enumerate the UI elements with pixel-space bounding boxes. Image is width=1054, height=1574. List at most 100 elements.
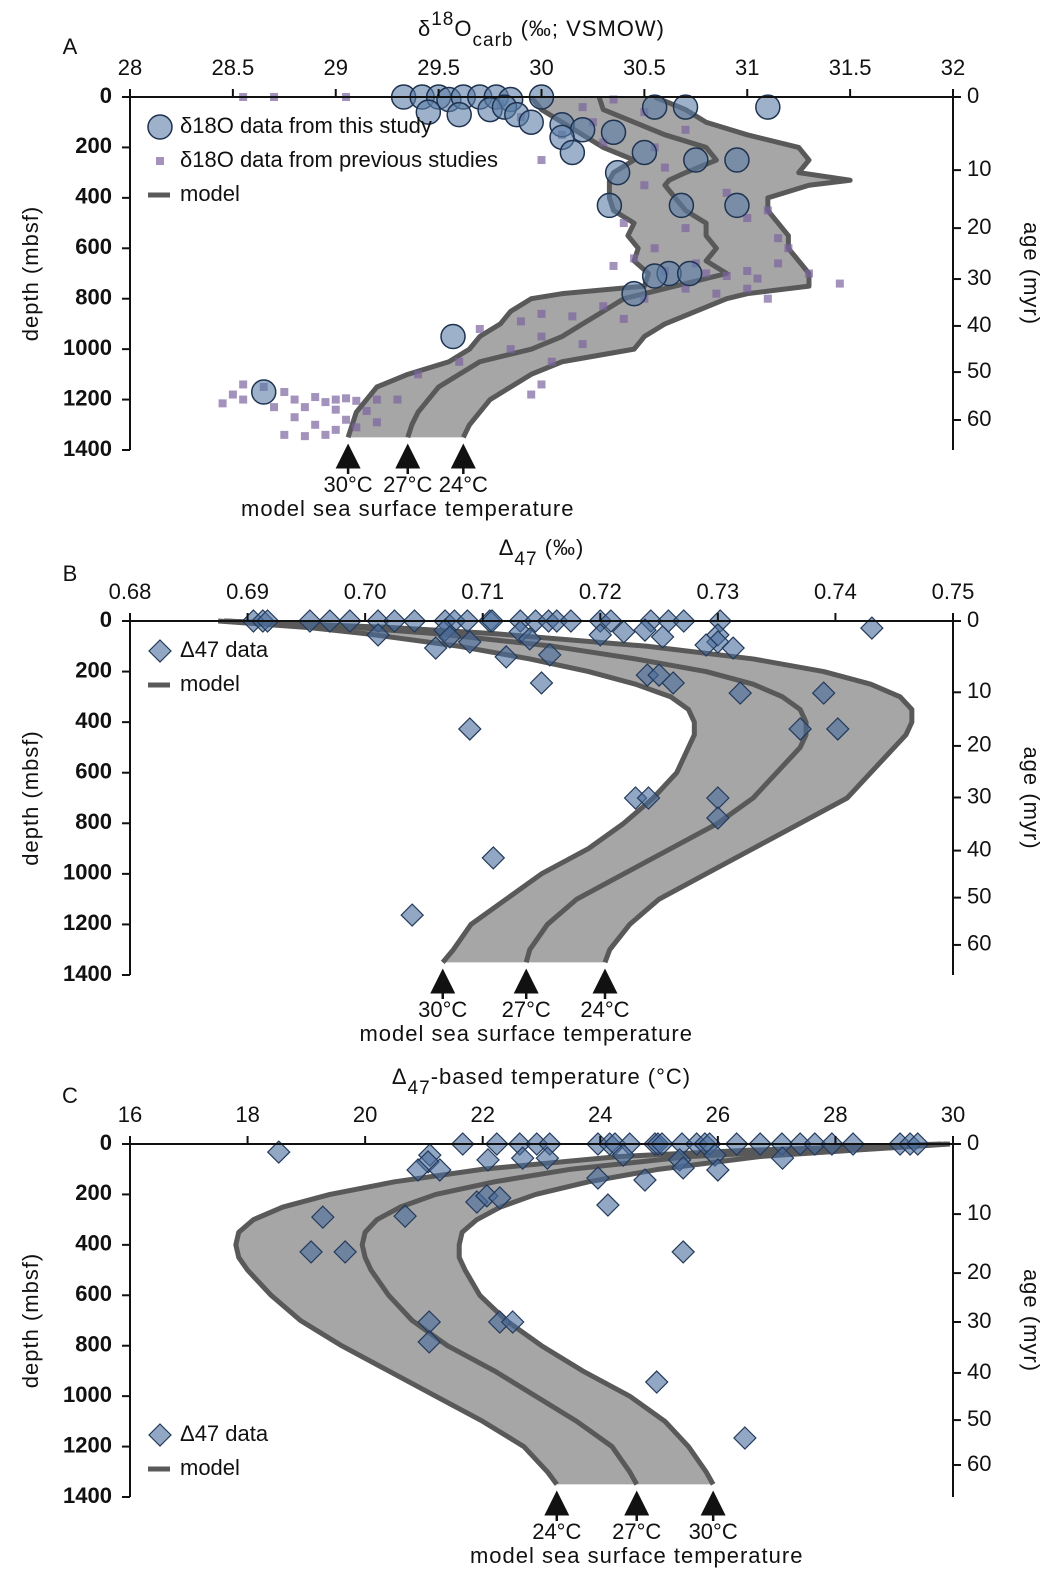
y-tick-label: 1000 — [63, 335, 112, 360]
legend-marker — [148, 639, 172, 663]
model-line — [345, 95, 651, 439]
data-point — [811, 681, 836, 705]
data-point — [457, 717, 482, 741]
data-point — [333, 1240, 358, 1264]
data-point — [671, 1240, 696, 1264]
data-point — [393, 395, 402, 404]
data-point — [694, 633, 718, 657]
data-point — [804, 269, 813, 278]
data-point — [362, 406, 371, 415]
data-point — [527, 390, 536, 399]
y-tick-label: 1200 — [63, 910, 112, 935]
y-tick-label: 200 — [75, 1180, 112, 1205]
y2-tick-label: 20 — [967, 214, 991, 239]
data-point — [506, 345, 515, 354]
data-point — [266, 1140, 291, 1164]
data-point — [633, 1168, 657, 1192]
data-point — [630, 254, 639, 263]
data-point — [568, 312, 577, 321]
data-point — [218, 399, 227, 408]
y2-tick-label: 50 — [967, 1406, 991, 1431]
data-point — [650, 625, 675, 649]
data-point — [596, 192, 623, 219]
data-point — [825, 717, 850, 741]
x-tick-label: 30 — [941, 1102, 965, 1127]
y-tick-label: 0 — [100, 1130, 112, 1155]
legend-label: δ18O data from previous studies — [180, 147, 498, 172]
data-point — [671, 1156, 696, 1180]
y-tick-label: 1400 — [63, 1483, 112, 1508]
y2-tick-label: 30 — [967, 1308, 991, 1333]
data-point — [743, 214, 752, 223]
data-point — [640, 181, 649, 190]
data-point — [406, 1158, 430, 1182]
title-part: 47 — [408, 1078, 431, 1099]
data-point — [400, 903, 425, 927]
data-point — [733, 1426, 757, 1450]
arrow-label: 30°C — [324, 472, 373, 497]
data-point — [578, 103, 587, 112]
model-band — [218, 621, 912, 963]
data-point — [784, 244, 793, 253]
y-tick-label: 800 — [75, 1332, 112, 1357]
title-part: 47 — [514, 549, 537, 570]
data-point — [681, 284, 690, 293]
data-point — [604, 159, 631, 186]
y-tick-label: 600 — [75, 759, 112, 784]
data-point — [599, 138, 608, 147]
data-point — [415, 99, 442, 125]
panel: C Δ47-based temperature (°C) 16 18 20 22 24 26 2… — [18, 1064, 1044, 1568]
title-part: Δ — [392, 1064, 408, 1089]
x-tick-label: 29.5 — [417, 55, 460, 80]
y2-axis-title: age (myr) — [1019, 746, 1044, 849]
data-point — [446, 101, 472, 128]
x-tick-label: 30.5 — [623, 55, 666, 80]
data-point — [559, 139, 586, 166]
arrow-label: 27°C — [612, 1519, 661, 1544]
data-point — [487, 1186, 512, 1210]
legend-marker — [156, 157, 164, 165]
y-tick-label: 800 — [75, 809, 112, 834]
y2-tick-label: 40 — [967, 836, 991, 861]
y-axis-title: depth (mbsf) — [18, 1253, 43, 1389]
x-tick-label: 31.5 — [829, 55, 872, 80]
x-tick-label: 26 — [706, 1102, 730, 1127]
data-point — [588, 623, 613, 647]
data-point — [724, 192, 750, 219]
data-point — [619, 219, 628, 228]
y2-tick-label: 0 — [967, 1130, 979, 1155]
y2-tick-label: 50 — [967, 883, 991, 908]
x-tick-label: 16 — [118, 1102, 142, 1127]
arrow-label: 27°C — [383, 472, 432, 497]
data-point — [755, 94, 781, 120]
title-part: δ — [418, 16, 431, 41]
title-part: -based temperature (°C) — [431, 1064, 691, 1089]
data-point — [352, 396, 361, 405]
annotation: model sea surface temperature — [241, 496, 575, 521]
data-point — [721, 636, 745, 660]
y2-tick-label: 40 — [967, 312, 991, 337]
data-point — [596, 1193, 620, 1217]
data-point — [722, 188, 731, 197]
y2-axis-title: age (myr) — [1019, 1269, 1044, 1372]
y-axis-title: depth (mbsf) — [18, 206, 43, 342]
model-line — [405, 96, 730, 439]
legend-label: model — [180, 671, 240, 696]
model-line — [359, 1141, 948, 1486]
y-tick-label: 1400 — [63, 961, 112, 986]
data-point — [611, 1143, 636, 1167]
x-tick-label: 0.74 — [814, 579, 857, 604]
data-point — [641, 263, 668, 289]
y-tick-label: 1200 — [63, 385, 112, 410]
data-point — [280, 430, 289, 439]
data-point — [300, 432, 309, 441]
data-point — [668, 192, 695, 219]
model-line — [461, 94, 853, 439]
annotation: model sea surface temperature — [359, 1021, 693, 1046]
data-point — [481, 846, 506, 870]
data-point — [600, 119, 627, 146]
data-point — [586, 1166, 610, 1190]
data-point — [537, 332, 546, 341]
legend-label: Δ47 data — [180, 637, 269, 662]
data-point — [290, 395, 299, 404]
